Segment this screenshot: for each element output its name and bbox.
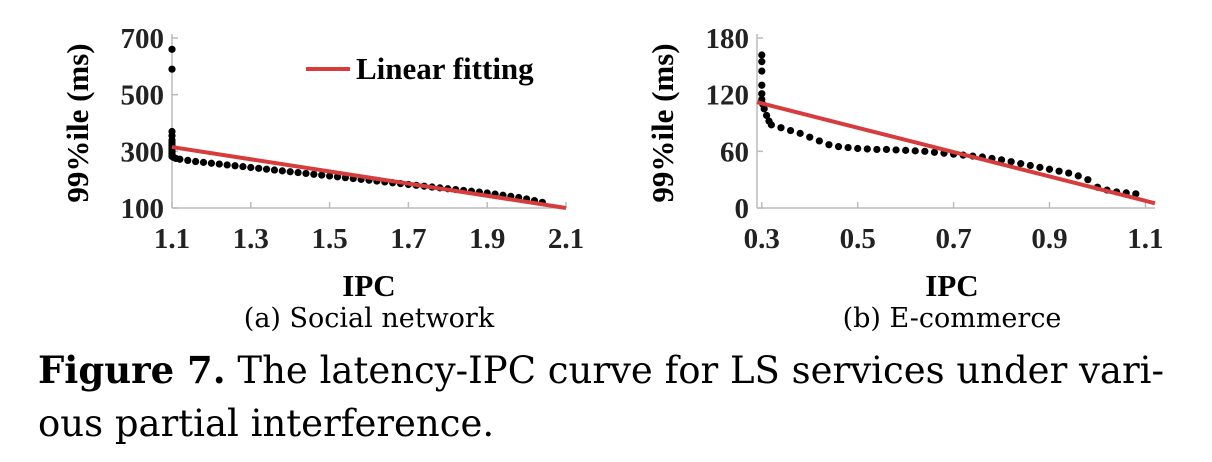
x-tick-label: 1.5 [311,223,347,255]
data-point [1026,161,1034,170]
data-point [310,170,318,178]
data-point [834,143,843,151]
y-tick-label: 120 [706,80,750,112]
data-point [192,157,200,166]
data-point [873,145,881,154]
data-point [762,111,771,120]
data-point [199,158,208,166]
y-tick-label: 300 [121,136,165,168]
data-point [1084,176,1092,184]
caption-label: Figure 7. [38,348,226,392]
legend-label: Linear fitting [356,51,534,86]
data-point [294,168,302,177]
data-point [882,145,891,154]
data-point [760,105,768,113]
data-point [207,159,215,167]
data-point [286,168,294,176]
data-point [255,164,263,172]
data-point [247,163,255,172]
y-tick-label: 500 [121,80,165,112]
x-tick-label: 0.5 [840,223,876,255]
data-point [223,161,231,169]
y-tick-label: 180 [706,23,750,55]
data-point [1065,169,1073,177]
data-point [796,129,804,137]
data-point [806,133,814,141]
x-axis-title: IPC [925,268,978,303]
data-point [892,146,900,154]
data-point [239,163,247,171]
linear-fit-line [756,100,1156,206]
data-point [1036,163,1044,171]
data-point [184,156,192,164]
data-point [767,121,775,129]
caption-text: The latency-IPC curve for LS services un… [38,349,1165,445]
data-point [278,167,286,175]
data-point [758,51,766,59]
data-point [997,156,1006,164]
data-point [815,137,823,145]
x-axis-title: IPC [342,268,395,303]
data-point [270,166,279,174]
y-axis-title: 99%ile (ms) [60,43,95,202]
data-point [758,67,766,75]
data-point [825,141,833,149]
data-point [302,169,310,178]
data-point [777,124,785,132]
figure-caption: Figure 7. The latency-IPC curve for LS s… [38,344,1198,450]
data-point [262,165,271,173]
data-point [215,160,223,168]
data-point [231,162,239,170]
x-tick-label: 0.3 [744,223,780,255]
data-point [863,145,871,153]
data-point [758,81,766,89]
y-tick-label: 700 [121,23,165,55]
data-point [168,45,176,53]
data-point [854,144,862,153]
data-point [758,58,766,66]
data-point [176,155,184,163]
data-point [333,173,342,181]
data-point [758,90,766,98]
data-point [1017,160,1025,168]
data-point [318,171,326,179]
data-point [1074,172,1082,180]
data-point [168,65,176,73]
x-tick-label: 1.1 [154,223,190,255]
linear-fit-line [171,145,567,210]
x-tick-label: 1.1 [1127,223,1163,255]
data-point [902,146,910,154]
y-tick-label: 60 [720,136,749,168]
y-tick-label: 100 [121,193,165,225]
figure: 100 300 500 700 1.1 1.3 1.5 1.7 1.9 2.1 99%ile (ms… [60,23,1164,334]
data-point [1007,158,1015,166]
x-tick-label: 0.7 [935,223,971,255]
data-point [911,147,919,155]
data-point [930,148,939,156]
data-point [921,147,929,155]
chart-e-commerce: 0 60 120 180 0.3 0.5 0.7 0.9 1.1 99%ile (ms) IPC(b… [645,23,1164,334]
y-tick-label: 0 [735,193,750,225]
x-tick-label: 1.7 [390,223,426,255]
chart-social-network: 100 300 500 700 1.1 1.3 1.5 1.7 1.9 2.1 99%ile (ms… [60,23,584,334]
data-point [1045,165,1054,173]
data-point [1055,167,1063,175]
x-tick-label: 0.9 [1031,223,1067,255]
subcaption: (a) Social network [244,303,495,334]
subcaption: (b) E-commerce [843,303,1062,334]
data-point [844,143,852,152]
x-tick-label: 1.3 [233,223,269,255]
y-axis-title: 99%ile (ms) [645,43,680,202]
x-tick-label: 1.9 [469,223,505,255]
x-tick-label: 2.1 [548,223,584,255]
data-point [786,126,795,135]
data-point [1132,190,1140,198]
data-point [326,172,334,180]
